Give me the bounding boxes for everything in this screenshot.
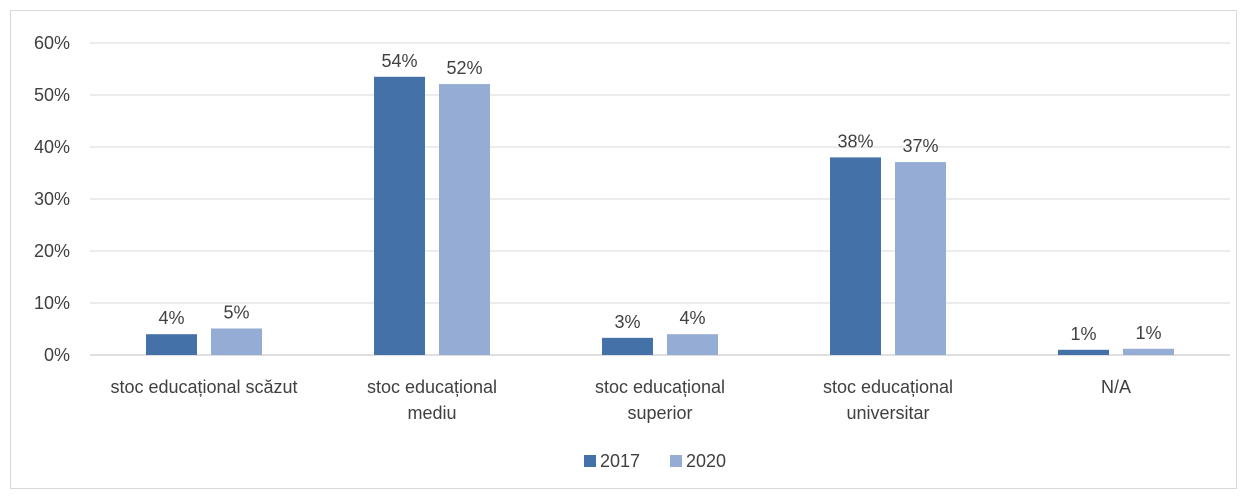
y-axis-tick-labels: 0% 10% 20% 30% 40% 50% 60% [34, 33, 70, 365]
legend-item-2020: 2020 [670, 451, 726, 471]
category-label: N/A [1101, 377, 1131, 397]
data-label: 4% [679, 308, 705, 328]
y-tick-label: 10% [34, 293, 70, 313]
chart-frame [10, 10, 1237, 489]
bar-2017 [374, 76, 425, 356]
category-label: stoc educațional superior [595, 377, 725, 423]
y-tick-label: 50% [34, 85, 70, 105]
legend: 2017 2020 [584, 451, 726, 471]
legend-label: 2017 [600, 451, 640, 471]
data-label: 52% [446, 58, 482, 78]
category-labels: stoc educațional scăzut stoc educațional m… [110, 377, 1131, 423]
data-label: 3% [614, 312, 640, 332]
bar-2017 [602, 337, 653, 355]
category-label: stoc educațional mediu [367, 377, 497, 423]
bar-2017 [1058, 349, 1109, 355]
legend-swatch [584, 455, 596, 467]
gridlines [90, 42, 1230, 356]
bar-2020 [439, 84, 490, 355]
y-tick-label: 60% [34, 33, 70, 53]
bar-2020 [895, 162, 946, 355]
y-tick-label: 30% [34, 189, 70, 209]
y-tick-label: 20% [34, 241, 70, 261]
legend-item-2017: 2017 [584, 451, 640, 471]
y-tick-label: 0% [44, 345, 70, 365]
data-labels: 4% 5% 54% 52% 3% 4% 38% 37% 1% 1% [158, 51, 1161, 344]
category-label: stoc educațional universitar [823, 377, 953, 423]
y-tick-label: 40% [34, 137, 70, 157]
category-label: stoc educațional scăzut [110, 377, 297, 397]
bar-2020 [1123, 348, 1174, 355]
data-label: 37% [902, 136, 938, 156]
legend-swatch [670, 455, 682, 467]
bar-2020 [667, 334, 718, 355]
bar-2020 [211, 328, 262, 355]
data-label: 1% [1070, 324, 1096, 344]
bars [146, 76, 1174, 356]
data-label: 38% [837, 131, 873, 151]
data-label: 1% [1135, 323, 1161, 343]
data-label: 5% [223, 302, 249, 322]
legend-label: 2020 [686, 451, 726, 471]
bar-2017 [146, 334, 197, 355]
data-label: 54% [381, 51, 417, 71]
data-label: 4% [158, 308, 184, 328]
bar-2017 [830, 157, 881, 355]
